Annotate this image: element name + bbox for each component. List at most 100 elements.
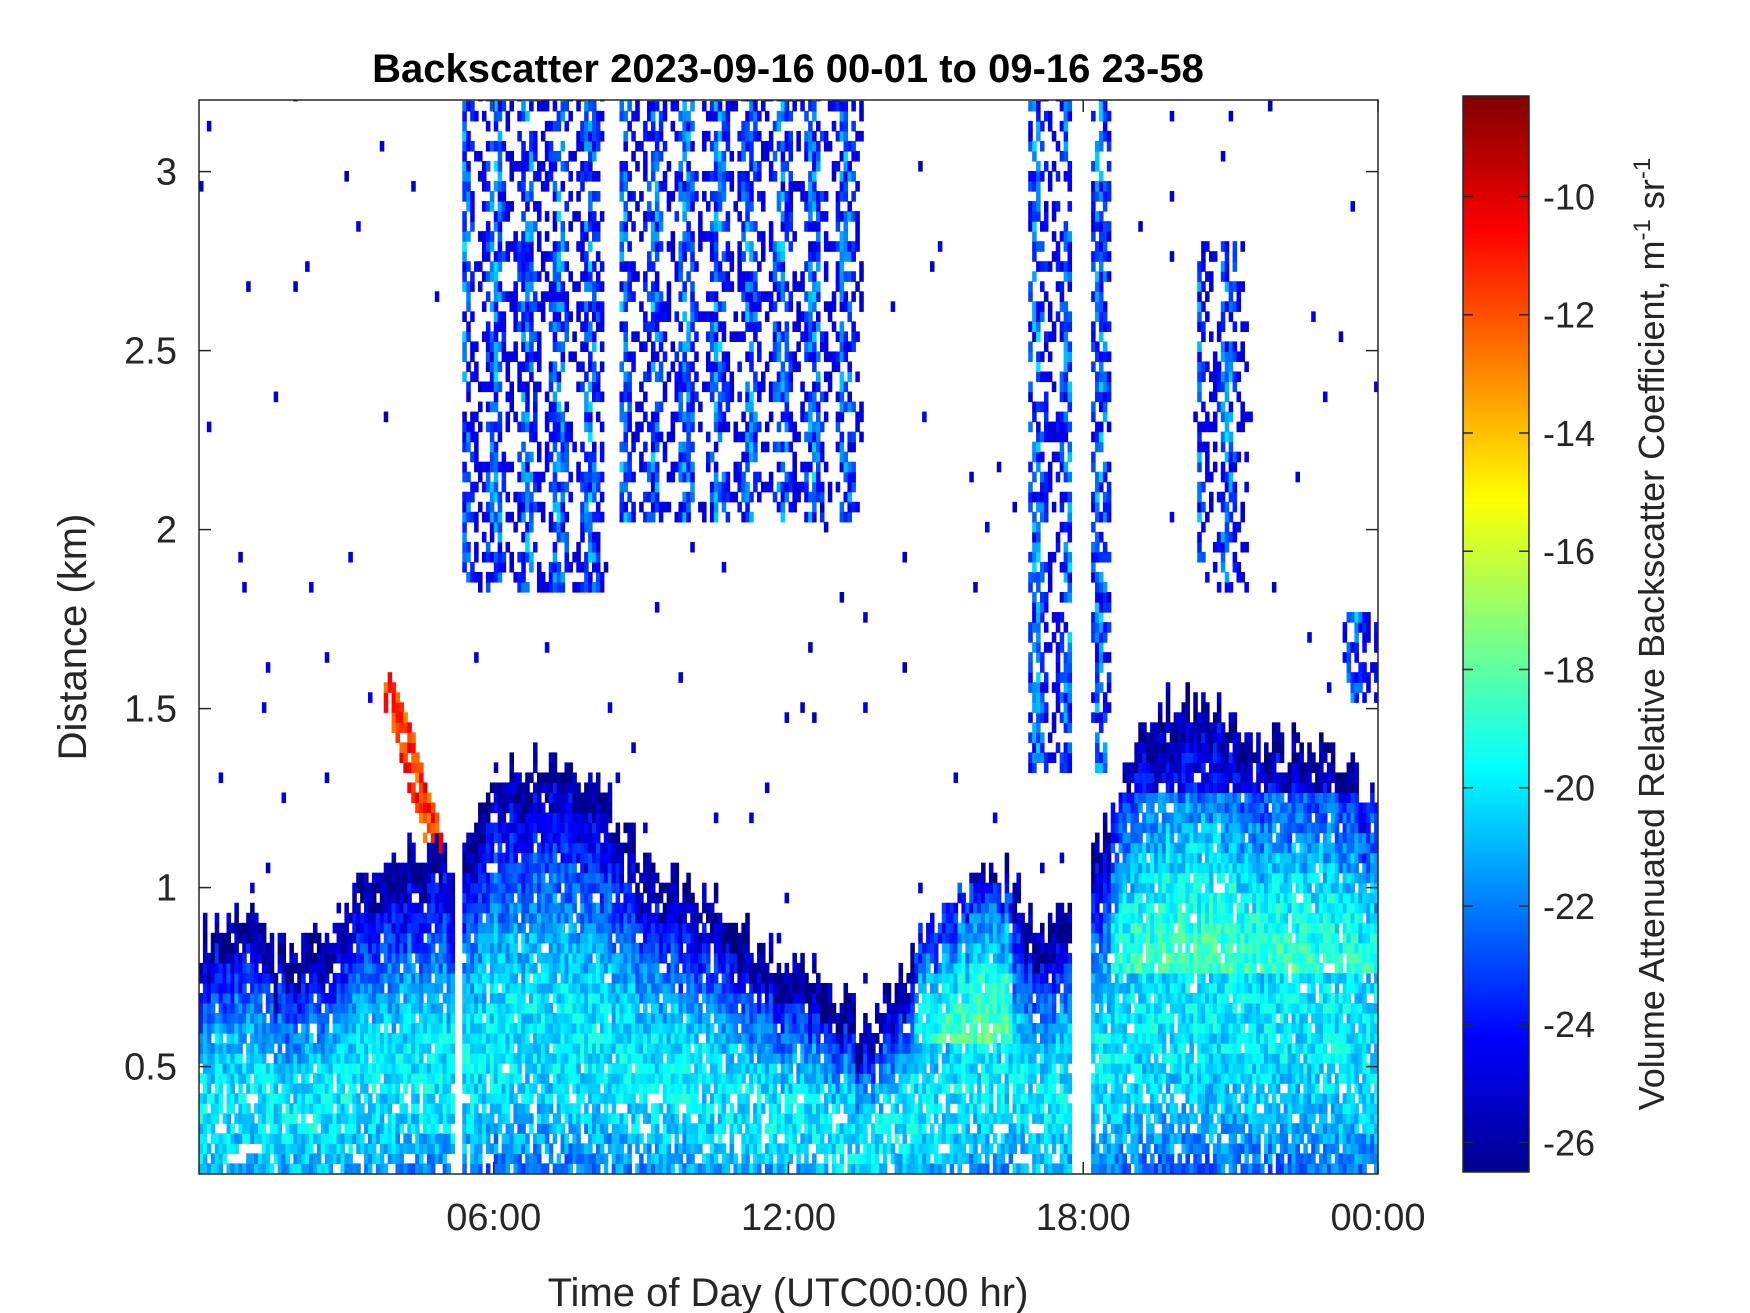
heatmap-cell bbox=[328, 1043, 334, 1054]
heatmap-cell bbox=[588, 1033, 593, 1044]
heatmap-cell bbox=[254, 1033, 259, 1044]
heatmap-cell bbox=[654, 411, 660, 423]
heatmap-cell bbox=[242, 1123, 247, 1134]
heatmap-cell bbox=[383, 1002, 389, 1014]
heatmap-cell bbox=[576, 822, 581, 834]
heatmap-cell bbox=[647, 1113, 652, 1124]
heatmap-cell bbox=[521, 150, 526, 162]
heatmap-cell bbox=[344, 1133, 349, 1144]
heatmap-cell bbox=[478, 461, 483, 473]
heatmap-cell bbox=[631, 952, 636, 964]
heatmap-cell bbox=[595, 551, 601, 563]
heatmap-cell bbox=[285, 1123, 290, 1134]
heatmap-cell bbox=[509, 1033, 514, 1044]
heatmap-cell bbox=[529, 872, 534, 884]
heatmap-cell bbox=[662, 1153, 668, 1164]
heatmap-cell bbox=[387, 1053, 393, 1064]
heatmap-cell bbox=[627, 1063, 632, 1074]
heatmap-cell bbox=[407, 932, 412, 944]
heatmap-cell bbox=[281, 1083, 287, 1094]
heatmap-cell bbox=[305, 1023, 310, 1034]
heatmap-cell bbox=[513, 1163, 518, 1174]
heatmap-cell bbox=[643, 150, 648, 162]
heatmap-cell bbox=[466, 130, 471, 142]
heatmap-cell bbox=[560, 922, 566, 934]
heatmap-cell bbox=[627, 962, 632, 974]
heatmap-cell bbox=[419, 1113, 424, 1124]
heatmap-cell bbox=[564, 441, 570, 453]
heatmap-cell bbox=[234, 1113, 239, 1124]
heatmap-cell bbox=[497, 1093, 503, 1104]
heatmap-cell bbox=[466, 381, 471, 393]
heatmap-cell bbox=[261, 982, 267, 994]
heatmap-cell bbox=[666, 1133, 672, 1144]
heatmap-cell bbox=[564, 952, 570, 964]
heatmap-cell bbox=[419, 1013, 424, 1024]
heatmap-cell bbox=[536, 982, 542, 994]
heatmap-cell bbox=[210, 1053, 216, 1064]
heatmap-cell bbox=[615, 772, 621, 784]
heatmap-cell bbox=[552, 912, 558, 924]
heatmap-cell bbox=[536, 952, 542, 964]
heatmap-cell bbox=[297, 1163, 302, 1174]
heatmap-cell bbox=[407, 892, 412, 904]
heatmap-cell bbox=[379, 882, 385, 894]
heatmap-cell bbox=[552, 571, 558, 583]
heatmap-cell bbox=[387, 872, 393, 884]
heatmap-cell bbox=[580, 982, 585, 994]
heatmap-cell bbox=[399, 952, 404, 964]
heatmap-cell bbox=[643, 491, 648, 503]
heatmap-cell bbox=[694, 902, 699, 914]
heatmap-cell bbox=[407, 1163, 412, 1174]
heatmap-cell bbox=[548, 160, 554, 172]
heatmap-cell bbox=[654, 211, 660, 222]
heatmap-cell bbox=[332, 1043, 338, 1054]
heatmap-cell bbox=[548, 281, 554, 292]
heatmap-cell bbox=[517, 1123, 522, 1134]
heatmap-cell bbox=[592, 221, 597, 232]
heatmap-cell bbox=[509, 792, 514, 804]
heatmap-cell bbox=[556, 501, 562, 513]
heatmap-cell bbox=[344, 1063, 349, 1074]
heatmap-cell bbox=[210, 1123, 216, 1134]
heatmap-cell bbox=[470, 561, 475, 573]
heatmap-cell bbox=[536, 822, 542, 834]
heatmap-cell bbox=[261, 1143, 267, 1154]
heatmap-cell bbox=[588, 1153, 593, 1164]
heatmap-cell bbox=[470, 952, 475, 964]
heatmap-cell bbox=[568, 421, 573, 433]
heatmap-cell bbox=[367, 1023, 373, 1034]
heatmap-cell bbox=[403, 742, 408, 753]
heatmap-cell bbox=[328, 1033, 334, 1044]
heatmap-cell bbox=[509, 461, 514, 473]
heatmap-cell bbox=[364, 992, 369, 1004]
heatmap-cell bbox=[450, 882, 456, 894]
heatmap-cell bbox=[328, 1073, 334, 1084]
heatmap-cell bbox=[650, 1063, 656, 1074]
heatmap-cell bbox=[426, 1083, 432, 1094]
heatmap-cell bbox=[588, 1143, 593, 1154]
heatmap-cell bbox=[218, 1063, 224, 1074]
heatmap-cell bbox=[607, 952, 613, 964]
heatmap-cell bbox=[206, 992, 212, 1004]
heatmap-cell bbox=[399, 932, 404, 944]
heatmap-cell bbox=[513, 291, 518, 302]
heatmap-cell bbox=[666, 882, 672, 894]
heatmap-cell bbox=[556, 481, 562, 493]
heatmap-cell bbox=[698, 1113, 703, 1124]
heatmap-cell bbox=[580, 1083, 585, 1094]
heatmap-cell bbox=[533, 1153, 538, 1164]
heatmap-cell bbox=[607, 802, 613, 814]
heatmap-cell bbox=[509, 1133, 514, 1144]
heatmap-cell bbox=[521, 882, 526, 894]
heatmap-cell bbox=[238, 1053, 243, 1064]
heatmap-cell bbox=[497, 411, 503, 423]
heatmap-cell bbox=[627, 241, 632, 252]
heatmap-cell bbox=[344, 952, 349, 964]
heatmap-cell bbox=[222, 992, 228, 1004]
heatmap-cell bbox=[686, 1113, 691, 1124]
heatmap-cell bbox=[631, 221, 636, 232]
heatmap-cell bbox=[631, 912, 636, 924]
heatmap-cell bbox=[478, 1083, 483, 1094]
heatmap-cell bbox=[430, 942, 436, 954]
